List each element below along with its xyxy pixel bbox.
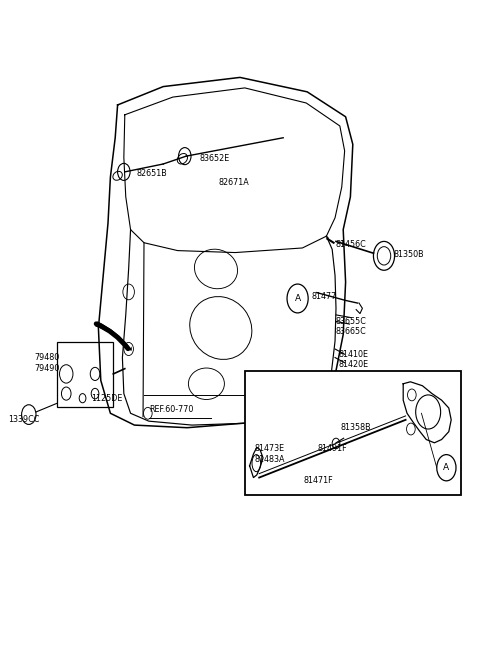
Text: 82671A: 82671A	[218, 178, 249, 187]
Text: 81410E: 81410E	[339, 350, 369, 359]
Text: 83655C: 83655C	[336, 317, 367, 326]
FancyArrowPatch shape	[96, 324, 128, 349]
Text: 81473E: 81473E	[254, 444, 285, 453]
Text: 81483A: 81483A	[254, 455, 285, 464]
Bar	[245, 371, 461, 495]
Circle shape	[437, 455, 456, 481]
Bar	[57, 342, 113, 407]
Text: 81471F: 81471F	[303, 476, 333, 485]
Text: 81491F: 81491F	[318, 444, 348, 453]
Text: 1125DE: 1125DE	[91, 394, 122, 403]
Text: A: A	[444, 463, 449, 472]
Circle shape	[287, 284, 308, 313]
Text: 83652E: 83652E	[199, 154, 229, 163]
Text: 81477: 81477	[311, 292, 336, 301]
Text: 83665C: 83665C	[336, 327, 367, 337]
Text: 81456C: 81456C	[336, 239, 367, 249]
Text: A: A	[295, 294, 300, 303]
Text: 79490: 79490	[35, 363, 60, 373]
Text: 79480: 79480	[35, 353, 60, 362]
Text: 81420E: 81420E	[339, 360, 369, 369]
Text: 82651B: 82651B	[137, 169, 168, 178]
Text: 1339CC: 1339CC	[9, 415, 40, 424]
Text: 81358B: 81358B	[341, 423, 372, 432]
Text: REF.60-770: REF.60-770	[149, 405, 193, 415]
Text: 81350B: 81350B	[394, 250, 424, 259]
